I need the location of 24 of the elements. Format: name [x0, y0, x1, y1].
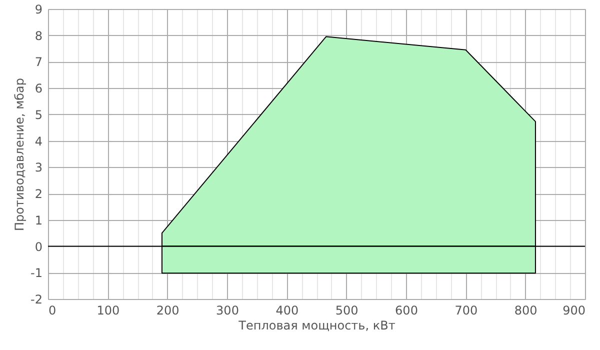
y-tick-label: 9: [34, 2, 42, 16]
x-tick-label: 500: [335, 304, 358, 318]
x-tick-label: 900: [562, 304, 586, 318]
y-tick-label: 6: [34, 82, 42, 96]
y-tick-label: -1: [30, 266, 42, 280]
x-tick-label: 800: [514, 304, 538, 318]
y-tick-label: 8: [34, 28, 42, 43]
y-tick-label: 0: [34, 240, 42, 254]
y-tick-label: 2: [34, 187, 42, 202]
y-tick-label: 5: [34, 108, 42, 122]
y-tick-label: 4: [34, 134, 42, 148]
y-tick-label: 3: [34, 160, 42, 175]
x-axis-title: Тепловая мощность, кВт: [238, 318, 396, 332]
x-tick-label: 300: [216, 304, 239, 318]
y-tick-label: 7: [34, 55, 42, 70]
x-tick-label: 100: [96, 304, 120, 318]
x-tick-label: 600: [395, 304, 418, 318]
x-tick-label: 0: [48, 304, 56, 318]
y-axis-title: Противодавление, мбар: [12, 78, 27, 232]
x-tick-label: 200: [156, 304, 180, 318]
y-tick-label: -2: [30, 292, 42, 306]
x-tick-label: 700: [454, 304, 478, 318]
x-tick-label: 400: [276, 304, 299, 318]
y-tick-label: 1: [34, 213, 42, 228]
